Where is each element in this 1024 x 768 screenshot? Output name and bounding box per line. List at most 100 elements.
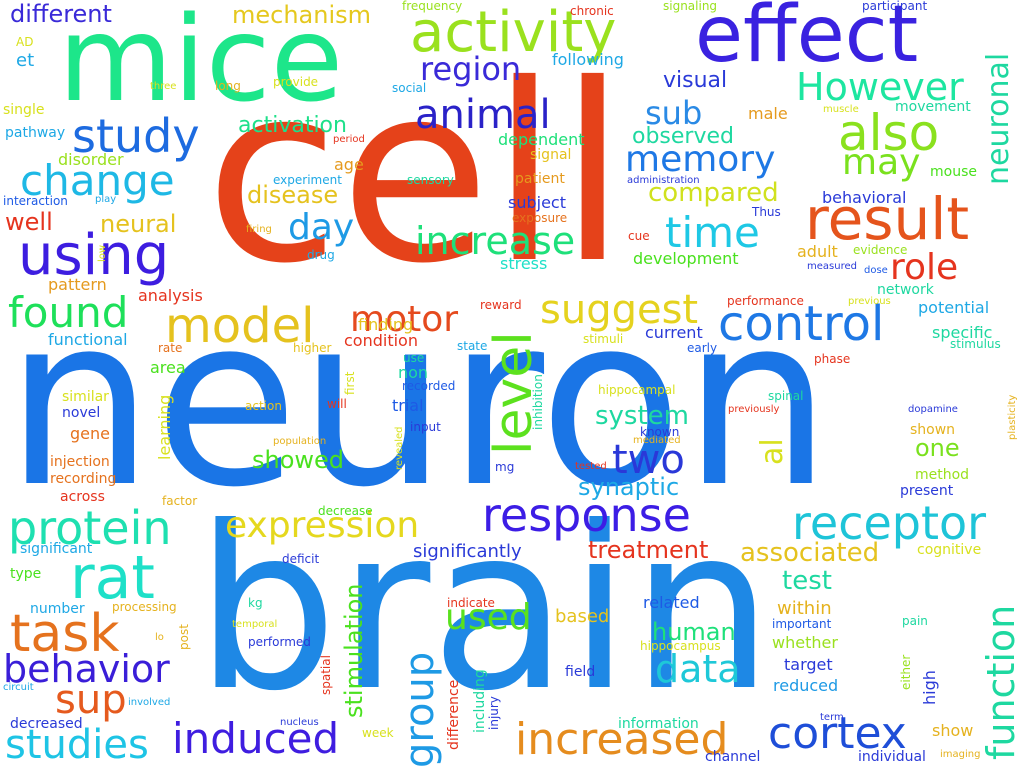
word: single [3,102,45,118]
word: frequency [402,0,463,13]
word: Thus [752,205,781,219]
word: use [403,351,425,365]
word: control [718,296,885,352]
word: circuit [3,682,34,693]
word: analysis [138,286,203,305]
word: low [97,244,108,262]
word: exposure [512,211,568,225]
word: term [820,712,844,723]
word: deficit [282,552,320,566]
word: day [288,207,355,248]
word: well [5,208,53,236]
word: functional [48,330,128,349]
word: hippocampal [598,383,676,397]
word: injection [50,454,110,470]
word: AD [16,35,34,49]
word: sup [55,677,127,723]
word: social [392,81,427,95]
word: activity [410,0,617,65]
word: administration [627,175,700,186]
word: treatment [588,536,709,564]
word: evidence [853,243,908,257]
word: chronic [570,4,614,18]
word: suggest [540,287,699,333]
word: also [838,104,940,162]
word: compared [648,178,779,208]
word: effect [695,0,919,80]
word: tested [575,461,607,472]
word: provide [273,75,319,89]
word: including [472,669,488,733]
word: one [915,434,960,462]
word: activation [238,113,347,138]
word: disease [247,181,339,209]
word: movement [895,99,971,115]
word: across [60,489,105,505]
word: based [555,606,610,627]
word: mediated [633,435,681,446]
word: sub [645,94,703,132]
word: three [150,81,177,92]
word: decreased [10,716,83,732]
word: However [796,65,964,109]
word: increase [415,219,576,263]
word: receptor [792,496,987,550]
word: using [18,223,170,288]
word: time [665,208,760,257]
word: input [410,420,441,434]
word: observed [632,124,734,149]
word: target [784,655,833,674]
word: network [877,282,934,298]
word: show [932,721,974,740]
word: synaptic [578,473,680,501]
word: drug [307,248,335,262]
word: potential [918,298,990,317]
word: measured [807,261,857,272]
word: specific [932,323,993,342]
word: spatial [319,655,333,695]
word: interaction [3,194,68,208]
word: recording [50,471,117,487]
word: pathway [5,125,66,141]
word: present [900,483,954,499]
word: found [8,288,129,337]
word: patient [515,171,565,187]
word: associated [740,538,880,568]
word: finding [358,315,414,334]
word: indicate [447,596,495,610]
word: cell [205,32,627,317]
word: model [165,298,315,354]
word: dose [864,265,888,276]
word: involved [128,697,171,708]
word: memory [625,139,776,180]
word: performance [727,294,804,308]
word: following [552,50,624,69]
word: age [334,155,364,174]
word: stress [500,254,548,273]
word: visual [663,68,728,93]
word: non [398,363,429,382]
word: human [652,618,736,646]
word: group [397,651,443,768]
word: muscle [823,104,859,115]
word: dependent [498,130,585,149]
word: action [245,399,282,413]
word: pattern [48,275,107,294]
word: condition [344,331,418,350]
word: role [890,247,959,288]
word: behavioral [822,188,907,207]
word: induced [172,714,340,763]
word: et [16,50,35,71]
word: state [457,339,488,353]
word: response [482,488,691,542]
word: within [777,598,832,619]
word: rate [158,341,183,355]
word: development [633,249,739,268]
word: mechanism [232,1,372,29]
word: cortex [768,708,907,759]
word: recorded [402,379,456,393]
word: brain [195,479,774,741]
word: whether [772,633,838,652]
word: mice [58,0,344,128]
word: related [643,593,700,612]
